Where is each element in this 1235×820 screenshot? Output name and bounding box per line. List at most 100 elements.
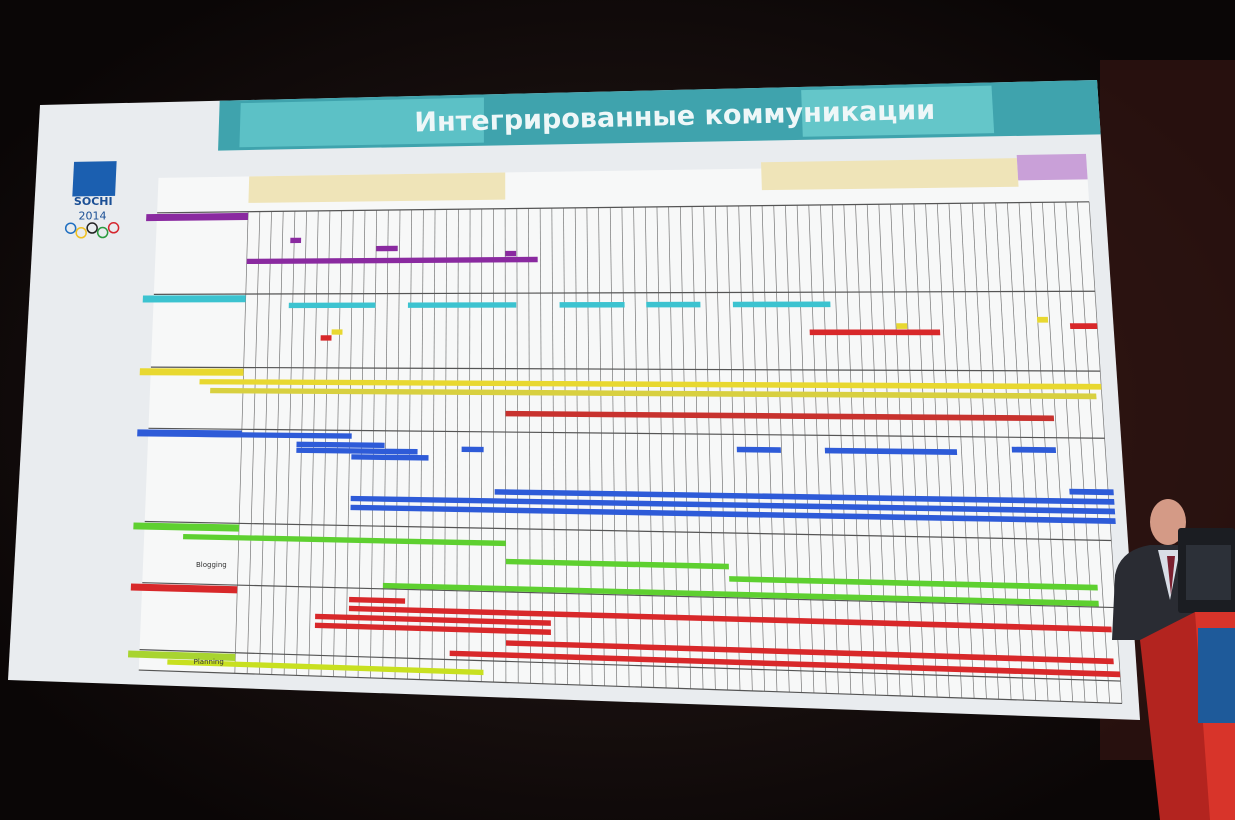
grid-column xyxy=(796,205,815,693)
grid-column xyxy=(246,211,261,674)
timeline-bar xyxy=(315,613,551,626)
timeline-bar xyxy=(824,447,958,455)
grid-column xyxy=(983,203,1012,700)
timeline-bar xyxy=(736,446,781,453)
timeline-bar xyxy=(288,302,376,309)
section-line xyxy=(142,582,1116,609)
phase-block xyxy=(1016,153,1088,181)
grid-column xyxy=(574,207,581,686)
grid-column xyxy=(1053,202,1086,703)
timeline-bar xyxy=(376,245,398,252)
timeline-bar xyxy=(896,323,908,329)
grid-column xyxy=(703,206,716,690)
grid-column xyxy=(283,211,296,675)
timeline-bar xyxy=(183,533,506,547)
grid-column xyxy=(633,207,642,688)
section-line xyxy=(138,669,1122,705)
slide: Интегрированные коммуникацииSOCHI2014Blo… xyxy=(8,80,1140,720)
grid-column xyxy=(726,206,741,691)
olympic-ring xyxy=(75,227,87,239)
grid-column xyxy=(504,208,507,683)
section-line xyxy=(153,290,1095,295)
phase-block xyxy=(248,172,506,203)
grid-column xyxy=(1065,202,1098,703)
grid-column xyxy=(234,211,249,674)
grid-column xyxy=(563,207,568,685)
timeline-bar xyxy=(210,387,1097,400)
grid-column xyxy=(668,206,679,689)
grid-column xyxy=(586,207,593,686)
timeline-bar xyxy=(1069,323,1098,329)
timeline-bar xyxy=(407,302,517,308)
grid-column xyxy=(691,206,704,690)
section-line xyxy=(144,520,1112,542)
grid-column xyxy=(431,209,436,680)
section-line xyxy=(139,649,1121,682)
grid-column xyxy=(948,203,975,699)
timeline-bar xyxy=(349,596,406,604)
timeline-bar xyxy=(1069,488,1114,496)
timeline-bar xyxy=(494,489,1115,505)
grid-column xyxy=(785,205,802,693)
section-header xyxy=(133,522,240,532)
grid-column xyxy=(480,208,483,682)
timeline-bar xyxy=(505,410,1055,422)
head xyxy=(1150,499,1186,545)
timeline-bar xyxy=(350,504,1116,524)
timeline-bar xyxy=(246,256,538,265)
logo-year: 2014 xyxy=(79,209,107,222)
grid-column xyxy=(679,206,692,689)
speaker xyxy=(1112,499,1235,820)
monitor-screen xyxy=(1186,545,1231,600)
timeline-bar xyxy=(348,605,1112,633)
grid-column xyxy=(598,207,605,686)
section-header xyxy=(139,368,244,376)
grid-column xyxy=(443,209,448,681)
timeline-bar xyxy=(296,441,385,449)
section-line xyxy=(148,427,1105,439)
grid-column xyxy=(259,211,272,675)
timeline-bar xyxy=(1036,316,1049,323)
timeline-bar xyxy=(296,447,418,455)
timeline-bar xyxy=(646,301,701,308)
logo-mark xyxy=(72,161,117,197)
timeline-bar xyxy=(559,301,625,308)
section-header xyxy=(127,650,236,661)
section-header xyxy=(146,212,249,222)
grid-column xyxy=(995,202,1024,701)
timeline-bar xyxy=(290,237,302,244)
timeline-bar xyxy=(314,622,551,635)
timeline-bar xyxy=(199,379,1102,390)
grid-column xyxy=(644,207,655,688)
timeline-bar xyxy=(732,301,831,308)
grid-column xyxy=(528,208,531,684)
grid-column xyxy=(551,208,556,685)
title-band-facet xyxy=(801,85,995,137)
phase-block xyxy=(761,158,1019,191)
podium-banner xyxy=(1198,628,1235,723)
olympic-ring xyxy=(107,222,120,234)
tie xyxy=(1167,556,1175,595)
grid-column xyxy=(419,209,424,680)
timeline-bar xyxy=(461,446,484,453)
section-header xyxy=(142,295,246,303)
grid-column xyxy=(516,208,519,683)
grid-column xyxy=(621,207,630,687)
section-header xyxy=(130,583,238,594)
grid-column xyxy=(539,208,544,684)
grid-column xyxy=(971,203,1000,700)
grid-column xyxy=(960,203,987,699)
timeline-bar xyxy=(505,558,729,570)
grid-column xyxy=(808,205,827,694)
section-line xyxy=(157,201,1090,214)
timeline-bar xyxy=(382,582,1099,607)
timeline-bar xyxy=(197,431,352,439)
timeline-bar xyxy=(729,576,1098,591)
row-label: Planning xyxy=(194,658,224,666)
section-line xyxy=(150,366,1101,372)
timeline-bar xyxy=(505,640,1114,665)
grid-column xyxy=(1042,202,1074,702)
timeline-bar xyxy=(505,250,517,257)
